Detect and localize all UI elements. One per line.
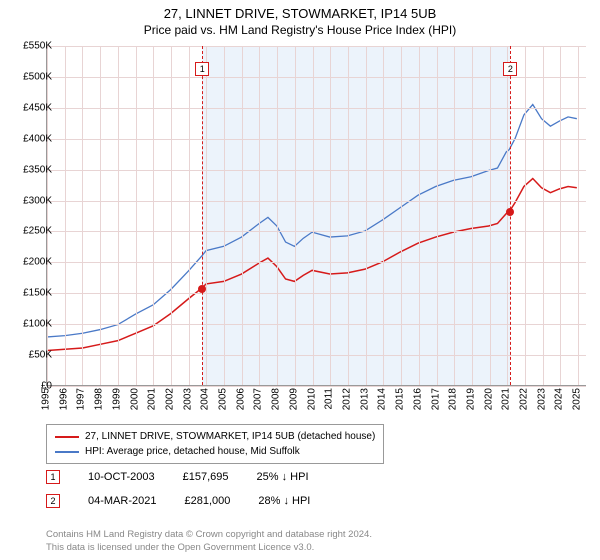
- legend-swatch: [55, 451, 79, 453]
- x-axis-label: 2011: [324, 388, 335, 410]
- marker-box: 1: [195, 62, 209, 76]
- footer-text: Contains HM Land Registry data © Crown c…: [46, 529, 372, 554]
- x-axis-label: 2005: [218, 388, 229, 410]
- x-axis-label: 2013: [359, 388, 370, 410]
- sale-diff: 25% ↓ HPI: [257, 471, 309, 483]
- x-axis-label: 2007: [253, 388, 264, 410]
- x-axis-label: 2022: [519, 388, 530, 410]
- sale-row: 1 10-OCT-2003 £157,695 25% ↓ HPI: [46, 470, 309, 484]
- y-axis-label: £250K: [8, 226, 52, 237]
- marker-box: 2: [503, 62, 517, 76]
- chart-plot-area: 12: [46, 46, 586, 386]
- y-axis-label: £400K: [8, 133, 52, 144]
- legend-label: HPI: Average price, detached house, Mid …: [85, 446, 300, 457]
- sale-row: 2 04-MAR-2021 £281,000 28% ↓ HPI: [46, 494, 310, 508]
- x-axis-label: 2017: [430, 388, 441, 410]
- legend-box: 27, LINNET DRIVE, STOWMARKET, IP14 5UB (…: [46, 424, 384, 464]
- y-axis-label: £300K: [8, 195, 52, 206]
- sale-price: £281,000: [184, 495, 230, 507]
- x-axis-label: 2003: [182, 388, 193, 410]
- legend-swatch: [55, 436, 79, 438]
- y-axis-label: £100K: [8, 319, 52, 330]
- x-axis-label: 2023: [536, 388, 547, 410]
- x-axis-label: 2009: [288, 388, 299, 410]
- x-axis-label: 2021: [501, 388, 512, 410]
- x-axis-label: 1999: [111, 388, 122, 410]
- chart-container: 27, LINNET DRIVE, STOWMARKET, IP14 5UB P…: [0, 0, 600, 560]
- x-axis-label: 1996: [58, 388, 69, 410]
- x-axis-label: 2006: [235, 388, 246, 410]
- sale-price: £157,695: [183, 471, 229, 483]
- x-axis-label: 2019: [465, 388, 476, 410]
- y-axis-label: £150K: [8, 288, 52, 299]
- footer-line: This data is licensed under the Open Gov…: [46, 542, 372, 554]
- legend-item: HPI: Average price, detached house, Mid …: [55, 444, 375, 459]
- x-axis-label: 2015: [395, 388, 406, 410]
- y-axis-label: £500K: [8, 71, 52, 82]
- x-axis-label: 2004: [200, 388, 211, 410]
- x-axis-label: 2014: [377, 388, 388, 410]
- sale-date: 04-MAR-2021: [88, 495, 156, 507]
- y-axis-label: £350K: [8, 164, 52, 175]
- x-axis-label: 1998: [94, 388, 105, 410]
- x-axis-label: 2020: [483, 388, 494, 410]
- x-axis-label: 2016: [412, 388, 423, 410]
- x-axis-label: 2018: [448, 388, 459, 410]
- x-axis-label: 2012: [341, 388, 352, 410]
- x-axis-label: 1995: [41, 388, 52, 410]
- sale-marker-box: 2: [46, 494, 60, 508]
- legend-item: 27, LINNET DRIVE, STOWMARKET, IP14 5UB (…: [55, 429, 375, 444]
- marker-dot: [506, 208, 514, 216]
- chart-lines-svg: [47, 46, 586, 385]
- legend-label: 27, LINNET DRIVE, STOWMARKET, IP14 5UB (…: [85, 431, 375, 442]
- x-axis-label: 1997: [76, 388, 87, 410]
- x-axis-label: 2010: [306, 388, 317, 410]
- y-axis-label: £200K: [8, 257, 52, 268]
- x-axis-label: 2002: [164, 388, 175, 410]
- x-axis-label: 2000: [129, 388, 140, 410]
- y-axis-label: £450K: [8, 102, 52, 113]
- title-block: 27, LINNET DRIVE, STOWMARKET, IP14 5UB P…: [0, 0, 600, 39]
- marker-dot: [198, 285, 206, 293]
- x-axis-label: 2008: [271, 388, 282, 410]
- footer-line: Contains HM Land Registry data © Crown c…: [46, 529, 372, 541]
- sale-marker-box: 1: [46, 470, 60, 484]
- sale-diff: 28% ↓ HPI: [258, 495, 310, 507]
- chart-title: 27, LINNET DRIVE, STOWMARKET, IP14 5UB: [0, 6, 600, 21]
- x-axis-label: 2024: [554, 388, 565, 410]
- x-axis-label: 2025: [572, 388, 583, 410]
- y-axis-label: £50K: [8, 350, 52, 361]
- sale-date: 10-OCT-2003: [88, 471, 155, 483]
- x-axis-label: 2001: [147, 388, 158, 410]
- y-axis-label: £550K: [8, 41, 52, 52]
- chart-subtitle: Price paid vs. HM Land Registry's House …: [0, 23, 600, 37]
